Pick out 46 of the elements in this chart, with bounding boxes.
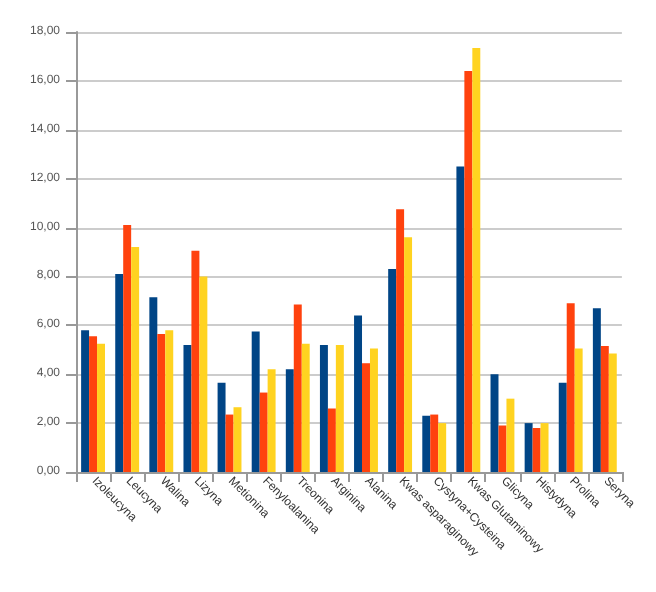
bar [123, 225, 132, 472]
bar [404, 237, 413, 472]
bar [506, 398, 515, 472]
bar [183, 344, 192, 472]
bar [472, 47, 481, 472]
bar [165, 330, 174, 472]
bar [574, 348, 583, 472]
bar [293, 304, 302, 472]
bar [301, 343, 310, 472]
bar [199, 276, 208, 472]
bar [157, 333, 166, 472]
bar [354, 315, 363, 472]
bar [259, 392, 268, 472]
bar [600, 346, 609, 472]
bar [267, 369, 276, 472]
bar [388, 269, 397, 472]
bar [540, 423, 549, 472]
bar [225, 414, 234, 472]
bar [430, 414, 439, 472]
bar [319, 344, 328, 472]
bar [369, 348, 378, 472]
bar [81, 330, 90, 472]
bar [608, 353, 617, 472]
bar [89, 336, 98, 472]
bar [251, 331, 260, 472]
bar [558, 382, 567, 472]
bar [335, 344, 344, 472]
bar [532, 428, 541, 472]
bar [438, 423, 447, 472]
bar [285, 369, 294, 472]
bar [217, 382, 226, 472]
bar [149, 297, 158, 472]
bar [191, 250, 200, 472]
bar [456, 166, 465, 472]
bar [422, 415, 431, 472]
bar [327, 408, 336, 472]
bar [362, 363, 370, 472]
bar [97, 343, 105, 472]
bar [464, 71, 473, 472]
bar [131, 247, 140, 472]
bar [592, 308, 601, 472]
bar [115, 274, 124, 472]
bar [396, 209, 405, 472]
bar [524, 423, 533, 472]
bar [566, 303, 575, 472]
bar [498, 425, 507, 472]
